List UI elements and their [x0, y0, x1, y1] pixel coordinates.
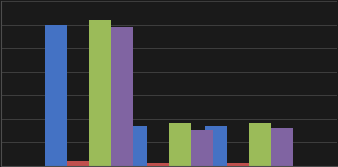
Bar: [271, 128, 293, 166]
Bar: [249, 123, 271, 166]
Bar: [111, 27, 132, 166]
Bar: [206, 126, 227, 166]
Bar: [89, 20, 111, 166]
Bar: [67, 161, 89, 166]
Bar: [125, 126, 147, 166]
Bar: [45, 25, 67, 166]
Bar: [191, 130, 213, 166]
Bar: [227, 163, 249, 166]
Bar: [169, 123, 191, 166]
Bar: [147, 163, 169, 166]
